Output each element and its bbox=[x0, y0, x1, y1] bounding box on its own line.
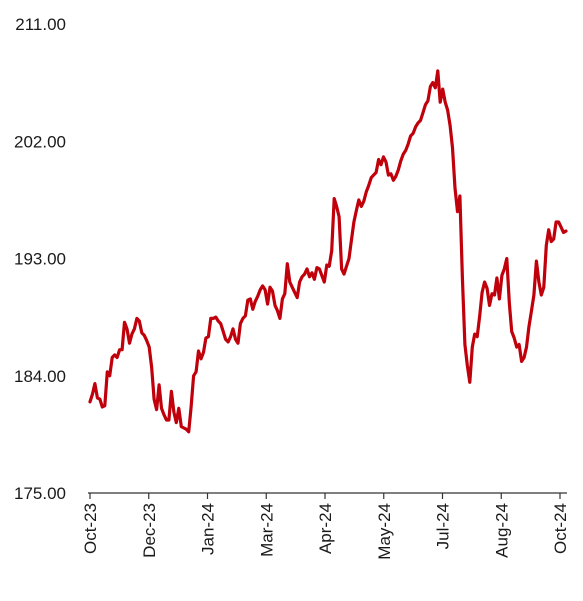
x-tick-label: May-24 bbox=[375, 503, 394, 560]
y-tick-label: 193.00 bbox=[14, 250, 66, 269]
x-tick-label: Apr-24 bbox=[316, 503, 335, 554]
y-axis-tick-labels: 175.00 184.00 193.00 202.00 211.00 bbox=[14, 15, 66, 503]
price-series-line bbox=[88, 69, 568, 434]
x-axis-ticks bbox=[89, 493, 561, 499]
y-tick-label: 184.00 bbox=[14, 367, 66, 386]
x-tick-label: Jan-24 bbox=[199, 503, 218, 555]
x-tick-label: Dec-23 bbox=[140, 503, 159, 558]
x-tick-label: Oct-23 bbox=[81, 503, 100, 554]
x-tick-label: Aug-24 bbox=[492, 503, 511, 558]
x-axis-tick-labels: Oct-23 Dec-23 Jan-24 Mar-24 Apr-24 May-24 Jul-… bbox=[81, 503, 570, 560]
x-tick-label: Mar-24 bbox=[257, 503, 276, 557]
x-tick-label: Oct-24 bbox=[551, 503, 570, 554]
y-tick-label: 202.00 bbox=[14, 132, 66, 151]
x-tick-label: Jul-24 bbox=[434, 503, 453, 549]
y-tick-label: 211.00 bbox=[15, 15, 66, 34]
y-tick-label: 175.00 bbox=[14, 484, 66, 503]
